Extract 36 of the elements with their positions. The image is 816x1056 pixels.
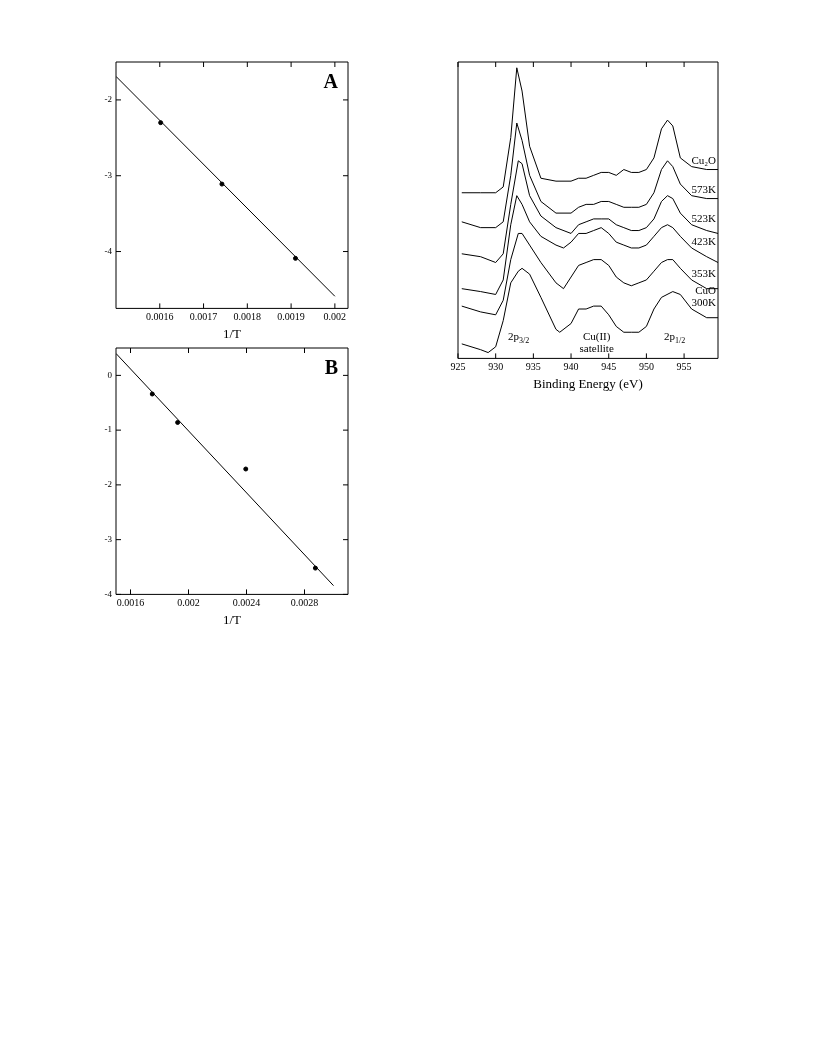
x-tick-label: 0.0017 xyxy=(189,311,218,323)
x-tick-label: 0.0028 xyxy=(290,597,319,609)
x-tick-label: 0.0016 xyxy=(146,311,174,323)
x-tick-label: 950 xyxy=(638,361,654,373)
series-label: 423K xyxy=(691,234,717,247)
annotation: Cu(II) satellite xyxy=(579,330,614,355)
x-tick-label: 0.0016 xyxy=(116,597,145,609)
series-label: 353K xyxy=(691,266,717,279)
x-tick-label: 930 xyxy=(488,361,504,373)
y-tick-label: 0 xyxy=(107,369,113,380)
series-label: CuO 300K xyxy=(691,284,717,308)
y-tick-label: -4 xyxy=(104,588,113,599)
series-label: 523K xyxy=(691,211,717,224)
y-tick-label: -1 xyxy=(104,424,112,435)
annotation: B xyxy=(324,356,338,378)
x-tick-label: 955 xyxy=(676,361,692,373)
series-label: 573K xyxy=(691,182,717,195)
annotation: A xyxy=(323,70,339,92)
x-tick-label: 0.0019 xyxy=(277,311,305,323)
y-tick-label: -4 xyxy=(104,245,113,256)
x-axis-title: 1/T xyxy=(222,325,242,341)
x-tick-label: 0.002 xyxy=(323,311,347,323)
x-tick-label: 935 xyxy=(525,361,541,373)
x-tick-label: 0.0018 xyxy=(233,311,262,323)
y-tick-label: -3 xyxy=(104,170,113,181)
x-axis-title: 1/T xyxy=(222,611,242,627)
x-tick-label: 945 xyxy=(601,361,617,373)
y-tick-label: -2 xyxy=(104,479,112,490)
series-label: Cu₂O xyxy=(691,153,717,166)
x-tick-label: 0.002 xyxy=(177,597,200,609)
x-tick-label: 0.0024 xyxy=(232,597,261,609)
y-tick-label: -2 xyxy=(104,94,112,105)
x-axis-title: Binding Energy (eV) xyxy=(533,375,643,391)
x-tick-label: 925 xyxy=(450,361,466,373)
x-tick-label: 940 xyxy=(563,361,579,373)
y-tick-label: -3 xyxy=(104,534,113,544)
